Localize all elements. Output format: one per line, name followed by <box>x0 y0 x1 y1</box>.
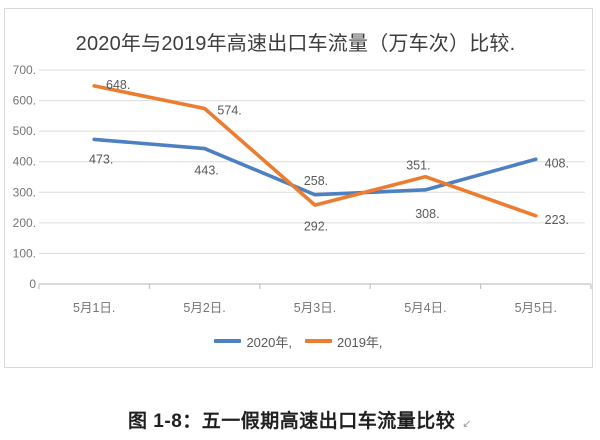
data-label-2019: 351. <box>406 159 430 173</box>
data-label-2019: 258. <box>304 174 328 188</box>
legend-swatch-2020-icon <box>214 339 242 343</box>
series-line-2020 <box>92 137 538 197</box>
data-label-2020: 308. <box>415 207 439 221</box>
y-tick-label: 0 <box>29 277 36 291</box>
figure-caption: 图 1-8：五一假期高速出口车流量比较 ↙ <box>0 406 600 433</box>
data-label-2019: 223. <box>545 213 569 227</box>
legend-label-2020: 2020年, <box>246 334 292 350</box>
legend-item-2019[interactable]: 2019年, <box>305 332 383 351</box>
data-label-2020: 408. <box>545 156 569 170</box>
x-tick-label: 5月4日. <box>404 301 446 315</box>
x-tick-label: 5月5日. <box>515 301 557 315</box>
legend-label-2019: 2019年, <box>337 334 383 350</box>
y-tick-label: 300. <box>13 185 36 199</box>
y-tick-label: 100. <box>13 246 36 260</box>
paragraph-mark: ↙ <box>462 418 472 430</box>
data-label-2020: 443. <box>194 164 218 178</box>
data-label-2020: 473. <box>89 152 113 166</box>
x-tick-label: 5月3日. <box>294 301 336 315</box>
legend-item-2020[interactable]: 2020年, <box>214 332 292 351</box>
data-label-2020: 292. <box>304 220 328 234</box>
chart-title: 2020年与2019年高速出口车流量（万车次）比较. <box>75 33 516 55</box>
y-tick-label: 600. <box>13 94 36 108</box>
data-label-2019: 574. <box>217 104 241 118</box>
x-tick-label: 5月2日. <box>183 301 225 315</box>
x-tick-label: 5月1日. <box>73 301 115 315</box>
figure-caption-text: 图 1-8：五一假期高速出口车流量比较 <box>128 411 456 432</box>
chart-container: 2020年与2019年高速出口车流量（万车次）比较. 700. 600. 500. 4… <box>4 8 593 368</box>
y-tick-label: 500. <box>13 124 36 138</box>
legend-swatch-2019-icon <box>305 339 332 343</box>
data-label-2019: 648. <box>106 78 130 92</box>
y-tick-label: 700. <box>13 63 36 77</box>
y-tick-label: 200. <box>13 216 36 230</box>
legend: 2020年, 2019年, <box>5 332 592 351</box>
plot-area: 700. 600. 500. 400. 300. 200. 100. 0 5月1日. 5月2日. 5… <box>13 63 592 315</box>
series-line-2019 <box>92 84 538 218</box>
y-tick-label: 400. <box>13 155 36 169</box>
